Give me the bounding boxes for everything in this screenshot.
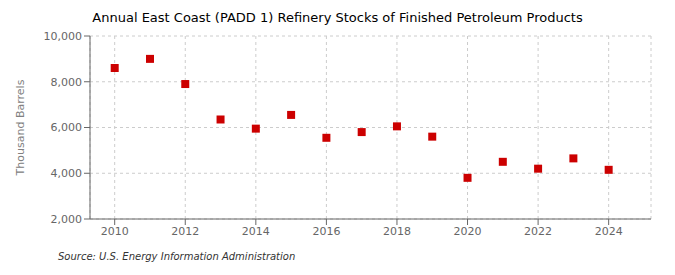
svg-text:2024: 2024 <box>595 225 623 238</box>
svg-text:10,000: 10,000 <box>44 30 83 43</box>
html-text:Annual East Coast (PADD 1) Ref: Annual East Coast (PADD 1) Refinery Stoc… <box>92 10 583 25</box>
html-text:Source: U.S. Energy Informatio: Source: U.S. Energy Information Administ… <box>58 251 296 262</box>
svg-text:6,000: 6,000 <box>51 121 83 134</box>
svg-text:8,000: 8,000 <box>51 76 83 89</box>
svg-text:2014: 2014 <box>242 225 270 238</box>
svg-text:2,000: 2,000 <box>51 213 83 226</box>
svg-text:2022: 2022 <box>524 225 552 238</box>
svg-text:2018: 2018 <box>383 225 411 238</box>
svg-text:2020: 2020 <box>454 225 482 238</box>
svg-text:2012: 2012 <box>171 225 199 238</box>
svg-text:Thousand Barrels: Thousand Barrels <box>14 79 27 176</box>
svg-text:2016: 2016 <box>312 225 340 238</box>
svg-text:4,000: 4,000 <box>51 167 83 180</box>
svg-text:2010: 2010 <box>101 225 129 238</box>
